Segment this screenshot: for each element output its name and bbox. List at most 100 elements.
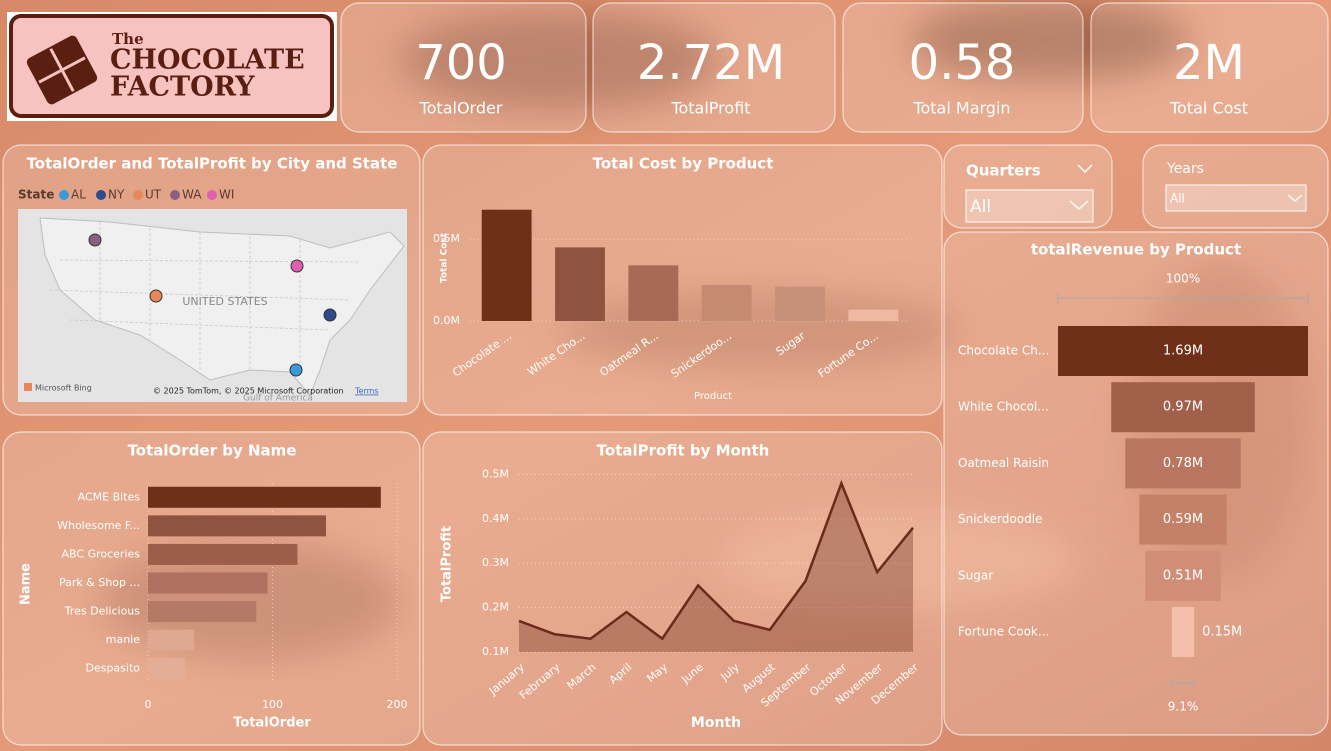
annotation: 100% [1166, 272, 1200, 286]
y-tick-label: 0.3M [482, 556, 509, 569]
bar [628, 265, 679, 321]
y-tick-label: Tres Delicious [64, 605, 141, 618]
funnel-bar [1111, 382, 1255, 433]
bar [148, 629, 195, 651]
y-tick-label: Despasito [85, 662, 140, 675]
area [519, 483, 913, 652]
legend-label: UT [145, 188, 162, 202]
category-label: Fortune Cook... [958, 625, 1049, 639]
map-land [39, 217, 405, 396]
legend-label: NY [108, 188, 125, 202]
chart-title: TotalOrder and TotalProfit by City and S… [27, 155, 398, 173]
value-label: 0.78M [1163, 456, 1203, 471]
kpi-label: TotalProfit [670, 99, 750, 118]
map-borders [49, 222, 361, 372]
kpi-value: 2M [1173, 35, 1245, 91]
filter-label: Years [1166, 161, 1204, 177]
x-tick-label: 200 [387, 698, 408, 711]
x-axis-title: Month [691, 715, 741, 731]
map-label: UNITED STATES [182, 295, 267, 308]
bar [481, 209, 532, 321]
chevron [1287, 194, 1303, 202]
logo-icon [26, 35, 98, 105]
logo-text: CHOCOLATE [110, 45, 305, 76]
legend-swatch [133, 190, 143, 200]
legend-swatch [170, 190, 180, 200]
y-axis-title: Name [19, 563, 34, 605]
map-copyright: © 2025 TomTom, © 2025 Microsoft Corporat… [153, 387, 344, 396]
legend-swatch [59, 190, 69, 200]
kpi-label: Total Margin [912, 99, 1010, 118]
bar [701, 285, 752, 321]
legend-title: State [18, 188, 54, 202]
funnel-bar [1139, 494, 1227, 545]
y-tick-label: 0.4M [482, 512, 509, 525]
kpi-card [842, 2, 1084, 133]
y-tick-label: Park & Shop ... [59, 576, 140, 589]
chart-panel [422, 144, 943, 416]
bing-icon [24, 383, 32, 391]
map-provider: Microsoft Bing [35, 384, 92, 393]
funnel-bar [1171, 607, 1195, 657]
filter-panel [943, 144, 1113, 229]
map-terms[interactable]: Terms [354, 387, 379, 396]
y-tick-label: manie [106, 633, 140, 646]
chart-title: TotalProfit by Month [597, 442, 770, 460]
map-label: Gulf of America [243, 394, 313, 404]
value-label: 0.15M [1202, 625, 1242, 640]
dropdown[interactable] [965, 189, 1094, 223]
logo-frame [9, 14, 334, 118]
legend-label: WI [219, 188, 234, 202]
map-point [323, 308, 337, 322]
value-label: 0.97M [1163, 400, 1203, 415]
dropdown[interactable] [1165, 184, 1307, 212]
map-point [289, 363, 303, 377]
kpi-value: 2.72M [637, 35, 785, 91]
category-label: Oatmeal Raisin [958, 456, 1049, 470]
funnel-bar [1125, 438, 1241, 489]
kpi-value: 0.58 [909, 35, 1016, 91]
kpi-card [1090, 2, 1329, 133]
category-label: Sugar [958, 568, 993, 582]
funnel-bar [1058, 326, 1308, 376]
kpi-label: Total Cost [1169, 99, 1248, 118]
bar [775, 286, 825, 321]
y-axis-title: Total Cost [440, 232, 450, 283]
y-tick-label: 0.0M [433, 314, 460, 327]
category-label: White Chocol... [958, 400, 1049, 414]
chart-title: Total Cost by Product [593, 155, 774, 173]
y-tick-label: 0.5M [482, 467, 509, 480]
y-tick-label: 0.2M [482, 601, 509, 614]
filter-label: Quarters [966, 162, 1041, 180]
x-axis-title: TotalOrder [233, 716, 311, 731]
y-tick-label: Wholesome F... [57, 519, 140, 532]
map-point [88, 233, 102, 247]
legend-swatch [207, 190, 217, 200]
x-tick-label: 0 [145, 698, 152, 711]
funnel-bracket [1171, 677, 1195, 689]
bar [148, 543, 298, 565]
funnel-bracket [1057, 292, 1309, 304]
filter-panel [1142, 144, 1329, 229]
bar [555, 247, 605, 321]
chart-panel [422, 431, 943, 746]
x-axis-title: Product [694, 391, 732, 402]
map-point [149, 289, 163, 303]
legend-swatch [96, 190, 106, 200]
funnel-bar [1145, 550, 1221, 601]
chevron [1069, 200, 1089, 211]
y-tick-label: ACME Bites [78, 490, 141, 503]
logo-text: FACTORY [110, 72, 255, 103]
bar [848, 309, 899, 321]
kpi-card [340, 2, 587, 133]
value-label: 0.59M [1163, 512, 1203, 527]
y-tick-label: 0.5M [433, 232, 460, 245]
legend-label: WA [182, 188, 202, 202]
value-label: 1.69M [1163, 344, 1203, 359]
y-tick-label: 0.1M [482, 645, 509, 658]
bar [148, 658, 186, 680]
value-label: 0.51M [1163, 568, 1203, 583]
bar [148, 515, 327, 537]
category-label: Chocolate Ch... [958, 344, 1049, 358]
